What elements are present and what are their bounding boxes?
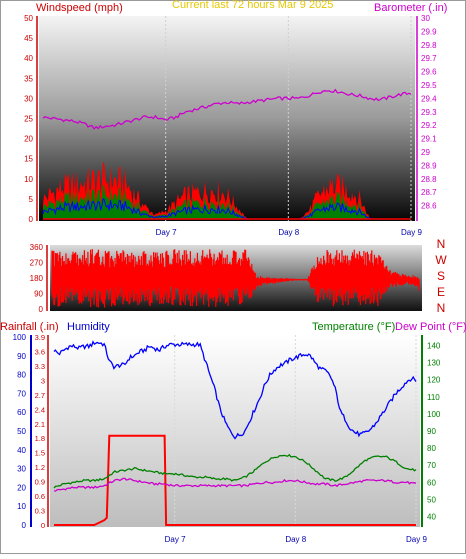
wind-low-line xyxy=(42,198,411,220)
barometer-tick-label: 28.7 xyxy=(421,188,437,197)
barometer-tick-label: 29.6 xyxy=(421,68,437,77)
temperature-tick-label: 50 xyxy=(427,495,436,504)
temperature-tick-label: 110 xyxy=(427,393,440,402)
temperature-tick-label: 100 xyxy=(427,410,441,419)
barometer-tick-label: 29.9 xyxy=(421,27,437,36)
wind-speed-tick-label: 5 xyxy=(29,195,34,204)
humidity-tick-label: 50 xyxy=(17,427,26,436)
barometer-line xyxy=(42,88,412,130)
temperature-line xyxy=(53,453,417,489)
wind-speed-axis-label: Windspeed (mph) xyxy=(36,2,123,14)
wind-speed-tick-label: 15 xyxy=(24,155,33,164)
humidity-tick-label: 40 xyxy=(17,446,26,455)
wind-direction-tick-label: 360 xyxy=(30,243,44,252)
x-tick-label: Day 7 xyxy=(165,535,186,544)
humidity-axis-label: Humidity xyxy=(67,321,110,333)
temperature-tick-label: 90 xyxy=(427,427,436,436)
temperature-tick-label: 70 xyxy=(427,461,436,470)
humidity-tick-label: 20 xyxy=(17,483,26,492)
barometer-tick-label: 29 xyxy=(421,148,430,157)
barometer-tick-label: 28.9 xyxy=(421,161,437,170)
rainfall-tick-label: 1.5 xyxy=(35,449,45,458)
rainfall-axis-label: Rainfall (.in) xyxy=(0,321,59,333)
rainfall-tick-label: 3.6 xyxy=(35,347,45,356)
x-tick-label: Day 8 xyxy=(285,535,306,544)
compass-label-w: W xyxy=(435,253,447,267)
x-tick-label: Day 9 xyxy=(406,535,427,544)
compass-label-s: S xyxy=(437,269,445,283)
barometer-tick-label: 28.8 xyxy=(421,175,437,184)
panel3-plot-area xyxy=(50,335,420,527)
rainfall-tick-label: 0.9 xyxy=(35,478,45,487)
barometer-tick-label: 30 xyxy=(421,14,430,23)
barometer-tick-label: 29.7 xyxy=(421,54,437,63)
temperature-tick-label: 80 xyxy=(427,444,436,453)
temperature-tick-label: 60 xyxy=(427,478,436,487)
temperature-axis-label: Temperature (°F) xyxy=(312,321,395,333)
barometer-tick-label: 29.2 xyxy=(421,121,437,130)
wind-speed-tick-label: 50 xyxy=(24,14,33,23)
chart-title: Current last 72 hours Mar 9 2025 xyxy=(172,0,333,11)
humidity-tick-label: 80 xyxy=(17,371,26,380)
rainfall-tick-label: 1.8 xyxy=(35,434,45,443)
temperature-tick-label: 140 xyxy=(427,342,441,351)
rainfall-tick-label: 2.1 xyxy=(35,420,45,429)
humidity-tick-label: 0 xyxy=(22,521,27,530)
rainfall-tick-label: 0 xyxy=(41,521,45,530)
rainfall-tick-label: 2.4 xyxy=(35,405,45,414)
wind-speed-tick-label: 35 xyxy=(24,74,33,83)
barometer-tick-label: 29.4 xyxy=(421,94,437,103)
x-tick-label: Day 7 xyxy=(156,228,177,237)
humidity-tick-label: 60 xyxy=(17,408,26,417)
humidity-tick-label: 100 xyxy=(13,333,27,342)
rainfall-tick-label: 3.9 xyxy=(35,333,45,342)
wind-direction-band xyxy=(51,249,420,308)
rainfall-tick-label: 3.3 xyxy=(35,362,45,371)
rainfall-tick-label: 0.3 xyxy=(35,507,45,516)
wind-direction-tick-label: 270 xyxy=(30,259,44,268)
compass-label-n: N xyxy=(437,237,446,251)
humidity-tick-label: 90 xyxy=(17,352,26,361)
rainfall-tick-label: 3 xyxy=(41,376,45,385)
wind-speed-tick-label: 20 xyxy=(24,135,33,144)
compass-label-n: N xyxy=(437,301,446,315)
x-tick-label: Day 9 xyxy=(401,228,422,237)
wind-direction-tick-label: 0 xyxy=(39,305,44,314)
wind-speed-tick-label: 10 xyxy=(24,175,33,184)
rainfall-tick-label: 2.7 xyxy=(35,391,45,400)
compass-label-e: E xyxy=(437,285,445,299)
rainfall-tick-label: 0.6 xyxy=(35,492,45,501)
barometer-tick-label: 29.5 xyxy=(421,81,437,90)
temperature-tick-label: 40 xyxy=(427,512,436,521)
humidity-line xyxy=(53,340,417,440)
dew-point-axis-label: Dew Point (°F) xyxy=(395,321,466,333)
wind-direction-tick-label: 180 xyxy=(30,274,44,283)
temperature-tick-label: 130 xyxy=(427,359,441,368)
barometer-tick-label: 29.3 xyxy=(421,108,437,117)
wind-speed-tick-label: 40 xyxy=(24,54,33,63)
temperature-tick-label: 120 xyxy=(427,376,441,385)
humidity-tick-label: 70 xyxy=(17,389,26,398)
wind-speed-tick-label: 25 xyxy=(24,115,33,124)
humidity-tick-label: 10 xyxy=(17,502,26,511)
wind-speed-tick-label: 45 xyxy=(24,34,33,43)
wind-direction-tick-label: 90 xyxy=(34,290,43,299)
barometer-tick-label: 29.1 xyxy=(421,135,437,144)
wind-speed-tick-label: 0 xyxy=(29,215,34,224)
rainfall-tick-label: 1.2 xyxy=(35,463,45,472)
dew-point-line xyxy=(53,477,417,492)
barometer-axis-label: Barometer (.in) xyxy=(374,2,447,14)
barometer-tick-label: 28.6 xyxy=(421,202,437,211)
barometer-tick-label: 29.8 xyxy=(421,41,437,50)
wind-speed-tick-label: 30 xyxy=(24,94,33,103)
x-tick-label: Day 8 xyxy=(278,228,299,237)
humidity-tick-label: 30 xyxy=(17,465,26,474)
